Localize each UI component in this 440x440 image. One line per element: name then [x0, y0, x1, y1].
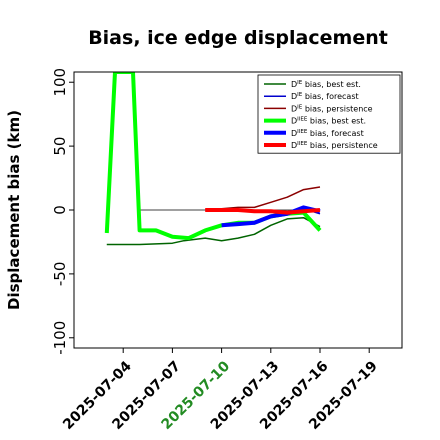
legend-entry: DIE bias, best est. — [291, 80, 361, 89]
y-tick-label: 50 — [51, 137, 69, 156]
y-tick-label: 0 — [51, 205, 69, 215]
y-tick-label: -100 — [51, 321, 69, 355]
chart-title: Bias, ice edge displacement — [88, 27, 388, 49]
y-tick-label: 100 — [51, 68, 69, 97]
legend-box — [257, 74, 401, 154]
legend-entry: DIIEE bias, forecast — [291, 129, 364, 138]
x-ticks: 2025-07-042025-07-072025-07-102025-07-13… — [60, 348, 381, 433]
legend-entry: DIE bias, persistence — [291, 104, 373, 113]
y-ticks: -100 -50 0 50 100 — [51, 68, 74, 355]
legend-entry: DIIEE bias, persistence — [291, 141, 378, 150]
series-line-5 — [205, 208, 321, 215]
series-line-4 — [221, 205, 321, 228]
legend-entry: DIIEE bias, best est. — [291, 117, 366, 126]
y-tick-label: -50 — [51, 262, 69, 287]
legend: DIE bias, best est. DIE bias, forecast DIE… — [257, 74, 401, 154]
series-line-0 — [106, 216, 321, 246]
plot-area — [104, 72, 322, 246]
y-axis-label: Displacement bias (km) — [5, 110, 23, 310]
legend-entry: DIE bias, forecast — [291, 92, 359, 101]
series-lines — [104, 72, 322, 246]
